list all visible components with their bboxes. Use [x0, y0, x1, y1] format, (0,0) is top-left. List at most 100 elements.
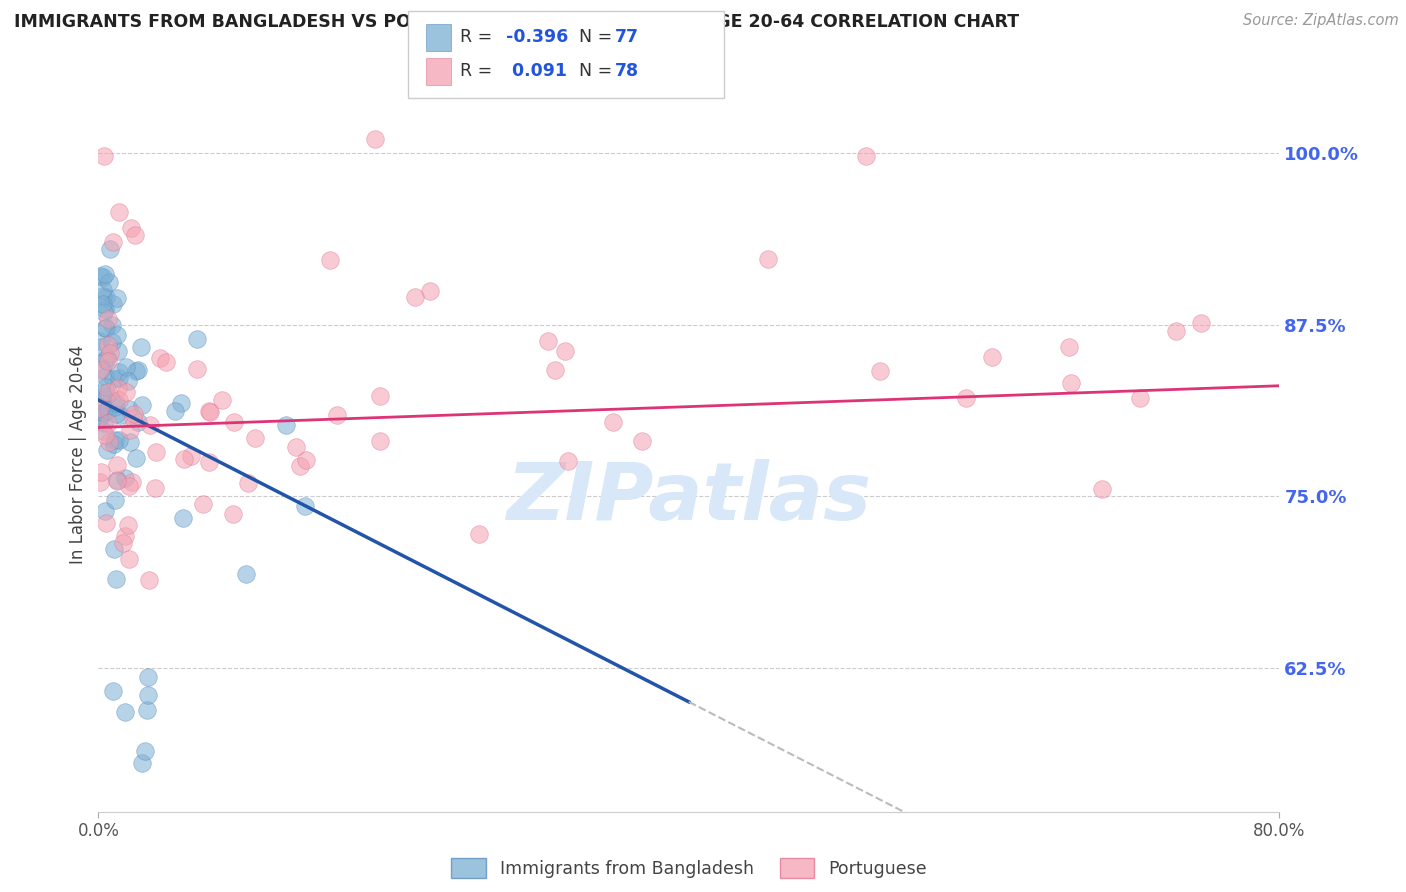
- Point: [1059, 340, 1081, 354]
- Point: [93, 406, 115, 420]
- Text: IMMIGRANTS FROM BANGLADESH VS PORTUGUESE IN LABOR FORCE | AGE 20-64 CORRELATION : IMMIGRANTS FROM BANGLADESH VS PORTUGUESE…: [14, 13, 1019, 31]
- Point: [536, 334, 558, 349]
- Point: [103, 297, 125, 311]
- Point: [186, 332, 208, 346]
- Point: [90, 340, 112, 354]
- Point: [173, 451, 195, 466]
- Point: [89, 334, 111, 348]
- Point: [91, 296, 114, 310]
- Point: [117, 518, 139, 533]
- Point: [104, 493, 127, 508]
- Point: [127, 415, 149, 429]
- Point: [97, 312, 120, 326]
- Point: [121, 475, 143, 490]
- Text: 0.091: 0.091: [506, 62, 567, 80]
- Point: [468, 527, 491, 541]
- Point: [98, 345, 121, 359]
- Point: [235, 567, 257, 582]
- Point: [100, 335, 122, 350]
- Text: N =: N =: [568, 62, 617, 80]
- Point: [104, 433, 127, 447]
- Point: [103, 542, 125, 557]
- Point: [89, 401, 111, 415]
- Point: [557, 454, 579, 468]
- Point: [91, 425, 114, 439]
- Point: [869, 364, 891, 378]
- Point: [139, 418, 162, 433]
- Point: [288, 458, 311, 473]
- Point: [91, 283, 114, 297]
- Point: [197, 404, 219, 418]
- Point: [90, 386, 112, 401]
- Point: [125, 364, 148, 378]
- Point: [111, 536, 134, 550]
- Point: [170, 396, 193, 410]
- Text: R =: R =: [460, 29, 498, 46]
- Point: [1164, 325, 1187, 339]
- Point: [96, 443, 118, 458]
- Point: [326, 408, 349, 422]
- Point: [121, 411, 143, 425]
- Point: [89, 475, 111, 489]
- Point: [94, 320, 117, 334]
- Point: [105, 474, 128, 488]
- Point: [96, 380, 118, 394]
- Point: [97, 354, 120, 368]
- Point: [294, 500, 316, 514]
- Point: [118, 479, 141, 493]
- Point: [120, 435, 142, 450]
- Point: [211, 393, 233, 408]
- Point: [91, 393, 114, 408]
- Point: [155, 355, 177, 369]
- Point: [115, 359, 138, 374]
- Point: [91, 362, 114, 376]
- Point: [134, 744, 156, 758]
- Point: [186, 362, 208, 376]
- Point: [101, 683, 124, 698]
- Point: [105, 458, 128, 472]
- Point: [105, 328, 128, 343]
- Point: [91, 269, 114, 284]
- Point: [117, 374, 139, 388]
- Point: [138, 574, 160, 588]
- Text: 78: 78: [614, 62, 638, 80]
- Point: [97, 385, 120, 400]
- Y-axis label: In Labor Force | Age 20-64: In Labor Force | Age 20-64: [69, 345, 87, 565]
- Point: [107, 205, 129, 219]
- Point: [117, 401, 139, 416]
- Point: [404, 290, 426, 304]
- Point: [127, 363, 149, 377]
- Point: [198, 405, 221, 419]
- Point: [114, 705, 136, 719]
- Point: [105, 474, 128, 488]
- Point: [89, 409, 111, 424]
- Point: [544, 363, 567, 377]
- Point: [855, 149, 877, 163]
- Point: [94, 352, 117, 367]
- Point: [107, 343, 129, 358]
- Point: [100, 318, 122, 332]
- Point: [94, 267, 117, 281]
- Point: [1091, 482, 1114, 496]
- Point: [103, 235, 125, 250]
- Point: [105, 407, 128, 421]
- Point: [135, 703, 157, 717]
- Point: [118, 423, 141, 437]
- Text: ZIPatlas: ZIPatlas: [506, 458, 872, 537]
- Point: [955, 391, 977, 405]
- Point: [368, 434, 391, 449]
- Point: [981, 350, 1004, 364]
- Point: [93, 417, 115, 431]
- Point: [1060, 376, 1083, 390]
- Point: [97, 416, 120, 430]
- Point: [91, 404, 114, 418]
- Point: [118, 551, 141, 566]
- Point: [93, 149, 115, 163]
- Point: [1129, 391, 1152, 405]
- Point: [131, 398, 153, 412]
- Point: [125, 450, 148, 465]
- Text: Source: ZipAtlas.com: Source: ZipAtlas.com: [1243, 13, 1399, 29]
- Point: [98, 242, 121, 256]
- Point: [368, 389, 391, 403]
- Point: [364, 132, 387, 146]
